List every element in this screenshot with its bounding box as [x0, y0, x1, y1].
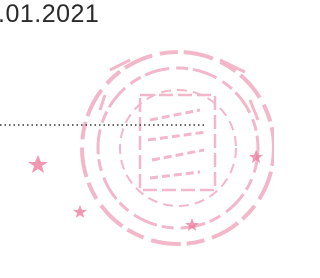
page: .01.2021 (() => { const data = JSON.pars…	[0, 0, 274, 278]
star	[28, 155, 48, 173]
star	[73, 205, 87, 218]
stamp-emblem-lines	[148, 110, 206, 178]
stamp-core-ring	[120, 90, 236, 206]
stamp	[82, 52, 274, 244]
stamp-outer-ring	[82, 52, 274, 244]
stamp-layer	[0, 0, 274, 278]
date: .01.2021	[0, 0, 99, 29]
star	[185, 218, 199, 231]
stamp-inner-ring	[98, 68, 258, 228]
